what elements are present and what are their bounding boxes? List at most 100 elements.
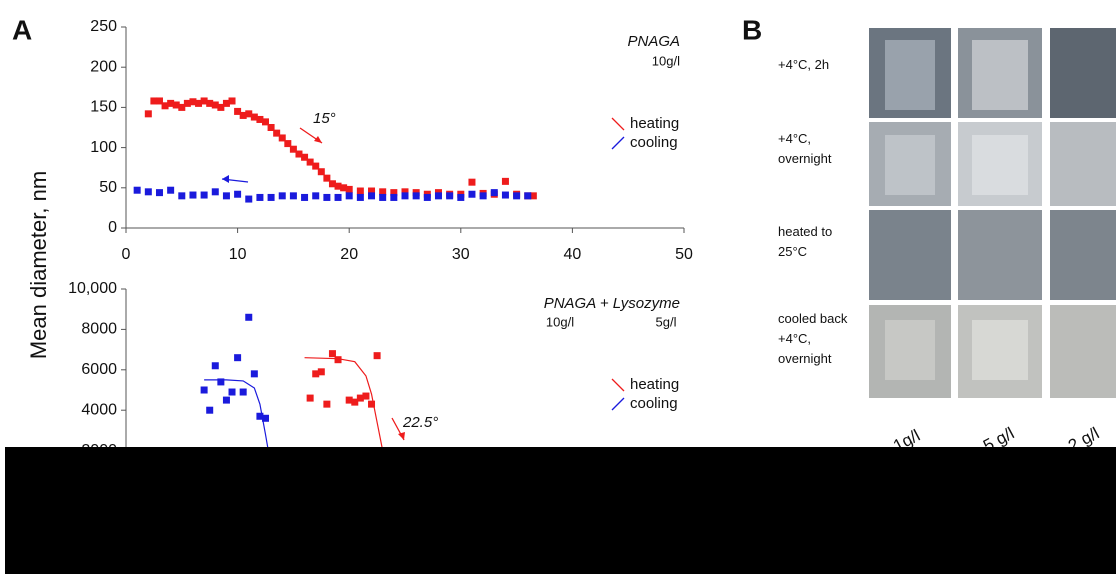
- marker: [234, 354, 242, 362]
- marker: [490, 189, 498, 197]
- marker: [362, 392, 370, 400]
- marker: [278, 134, 286, 142]
- x-tick-label: 40: [564, 246, 582, 263]
- panel-label: B: [742, 14, 762, 45]
- row-label: +4°C, overnight: [778, 131, 832, 166]
- marker: [189, 98, 197, 106]
- marker: [189, 191, 197, 199]
- marker: [529, 192, 537, 200]
- legend-arrow: [611, 117, 625, 131]
- marker: [412, 192, 420, 200]
- marker: [468, 178, 476, 186]
- y-tick-label: 150: [90, 99, 117, 116]
- marker: [373, 352, 381, 360]
- marker: [172, 101, 180, 109]
- y-tick-label: 100: [90, 139, 117, 156]
- y-tick-label: 4000: [81, 401, 117, 418]
- marker: [317, 168, 325, 176]
- marker: [222, 99, 230, 107]
- marker: [501, 191, 509, 199]
- marker: [345, 185, 353, 193]
- marker: [217, 103, 225, 111]
- marker: [273, 129, 281, 137]
- marker: [256, 115, 264, 123]
- x-tick-label: 50: [675, 246, 693, 263]
- photos: [869, 28, 1116, 398]
- marker: [211, 101, 219, 109]
- row-label: cooled back +4°C, overnight: [778, 311, 848, 366]
- row-label: +4°C, 2h: [778, 57, 829, 72]
- marker: [434, 192, 442, 200]
- marker: [524, 192, 532, 200]
- marker: [323, 193, 331, 201]
- legend-label: cooling: [630, 134, 678, 151]
- marker: [351, 398, 359, 406]
- marker: [306, 394, 314, 402]
- marker: [323, 174, 331, 182]
- marker: [167, 186, 175, 194]
- marker: [144, 188, 152, 196]
- marker: [222, 192, 230, 200]
- marker: [222, 396, 230, 404]
- marker: [368, 400, 376, 408]
- marker: [245, 110, 253, 118]
- marker: [228, 388, 236, 396]
- marker: [356, 187, 364, 195]
- marker: [312, 192, 320, 200]
- marker: [284, 140, 292, 148]
- legend-label: heating: [630, 115, 679, 132]
- marker: [379, 193, 387, 201]
- marker: [501, 177, 509, 185]
- marker: [245, 313, 253, 321]
- marker: [479, 192, 487, 200]
- marker: [206, 406, 214, 414]
- marker: [195, 99, 203, 107]
- marker: [211, 362, 219, 370]
- marker: [239, 388, 247, 396]
- legend-label: cooling: [630, 395, 678, 412]
- y-tick-label: 6000: [81, 361, 117, 378]
- marker: [167, 99, 175, 107]
- legend-arrow: [611, 136, 625, 150]
- y-axis-label: Mean diameter, nm: [26, 171, 51, 359]
- marker: [356, 193, 364, 201]
- marker: [150, 97, 158, 105]
- annotation: 5g/l: [656, 314, 677, 329]
- marker: [401, 192, 409, 200]
- marker: [345, 192, 353, 200]
- marker: [312, 162, 320, 170]
- marker: [323, 400, 331, 408]
- arrows: [221, 127, 405, 441]
- marker: [234, 107, 242, 115]
- annotation: 22.5°: [402, 414, 438, 431]
- x-tick-label: 0: [122, 246, 131, 263]
- marker: [250, 370, 258, 378]
- marker: [267, 124, 275, 131]
- marker: [250, 113, 258, 121]
- marker: [457, 193, 465, 201]
- y-tick-label: 10,000: [68, 280, 117, 297]
- marker: [306, 158, 314, 166]
- marker: [340, 184, 348, 192]
- marker: [239, 111, 247, 119]
- marker: [245, 195, 253, 203]
- occluder: [5, 447, 1116, 574]
- marker: [278, 192, 286, 200]
- marker: [328, 350, 336, 358]
- marker: [513, 192, 521, 200]
- marker: [133, 186, 141, 194]
- marker: [183, 99, 191, 107]
- annotation: 15°: [313, 110, 336, 127]
- marker: [317, 368, 325, 376]
- marker: [262, 414, 269, 422]
- marker: [206, 99, 214, 107]
- marker: [155, 189, 163, 197]
- y-tick-label: 250: [90, 18, 117, 35]
- marker: [178, 192, 186, 200]
- marker: [312, 370, 320, 378]
- marker: [423, 193, 431, 201]
- marker: [295, 150, 303, 158]
- marker: [289, 145, 297, 153]
- y-tick-label: 0: [108, 219, 117, 236]
